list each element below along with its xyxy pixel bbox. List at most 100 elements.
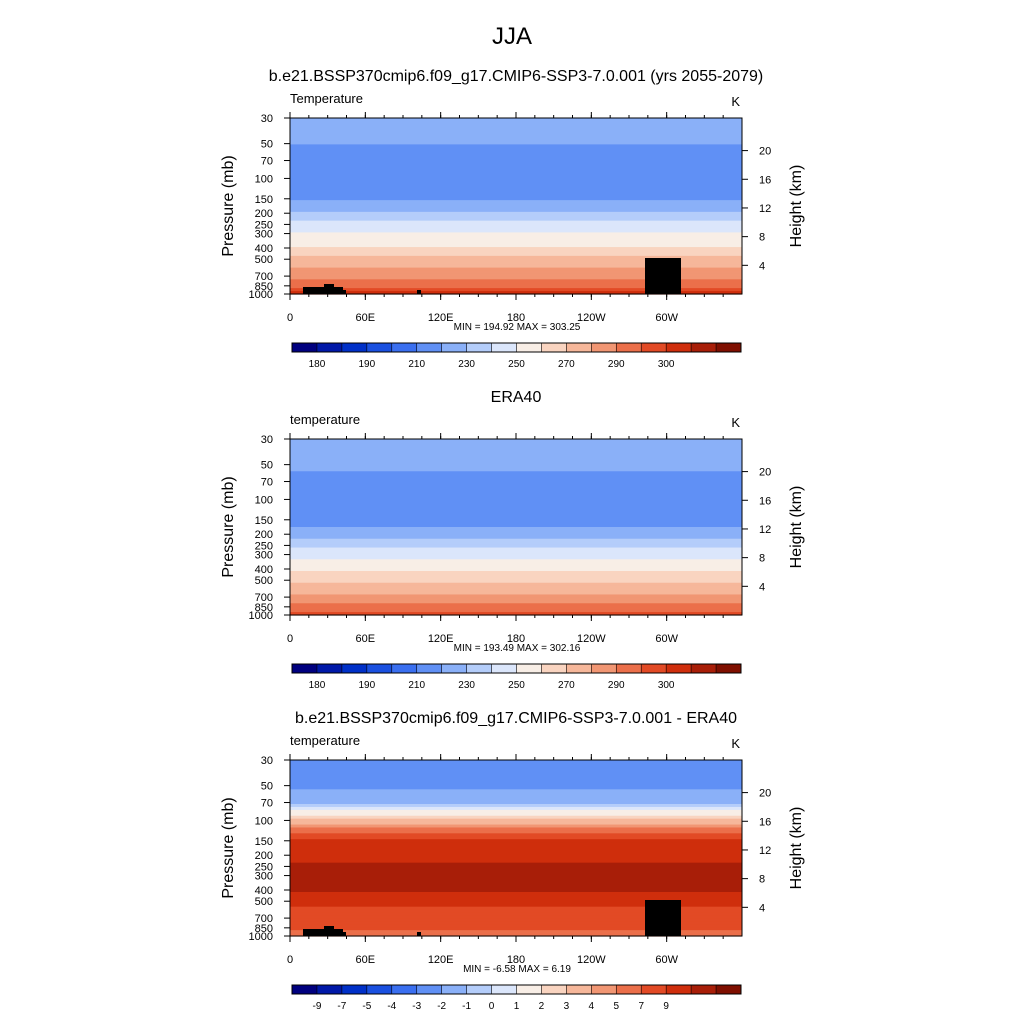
contour-band [290,288,742,292]
colorbar-swatch [416,343,443,352]
x-tick-label: 180 [507,633,525,645]
contour-band [290,821,742,826]
topography-mask [645,258,681,294]
y-right-tick-label: 16 [759,174,771,186]
contour-band [290,833,742,837]
contour-band [290,786,742,790]
contour-band [290,930,742,934]
x-tick-label: 120E [428,633,454,645]
contour-band [290,185,742,189]
contour-band [290,573,742,578]
y-right-tick-label: 16 [759,495,771,507]
y-tick-label: 1000 [249,610,273,622]
y-tick-label: 700 [255,271,273,283]
contour-band [290,859,742,864]
colorbar-label: 210 [408,359,425,370]
contour-band [290,214,742,219]
colorbar-label: 210 [408,680,425,691]
contour-band [290,182,742,187]
y-tick-label: 400 [255,243,273,255]
contour-band [290,156,742,160]
colorbar-swatch [666,664,692,673]
contour-band [290,565,742,569]
contour-band [290,223,742,228]
y-axis-right-title: Height (km) [788,807,805,890]
contour-band [290,162,742,166]
x-tick-label: 0 [287,312,293,324]
colorbar-swatch [366,985,393,994]
y-tick-label: 50 [261,139,273,151]
x-tick-label: 60E [356,954,376,966]
colorbar-label: 5 [613,1001,619,1012]
colorbar-swatch [441,985,468,994]
contour-band [290,450,742,455]
contour-band [290,818,742,823]
contour-band [290,889,742,893]
contour-band [290,191,742,195]
contour-band [290,488,742,493]
contour-band [290,804,742,808]
contour-band [290,241,742,245]
contour-band [290,524,742,528]
colorbar-label: 180 [309,680,326,691]
y-tick-label: 1000 [249,931,273,943]
topography-mask [303,287,343,294]
colorbar-swatch [566,664,592,673]
colorbar-label: -9 [312,1001,321,1012]
contour-band [290,173,742,178]
contour-band [290,856,742,861]
contour-band [290,556,742,560]
contour-band [290,197,742,201]
contour-band [290,211,742,216]
contour-band [290,568,742,572]
contour-band [290,261,742,266]
contour-band [290,865,742,870]
y-tick-label: 200 [255,850,273,862]
colorbar-frame [291,342,742,353]
colorbar-label: 290 [608,680,625,691]
colorbar-swatch [491,343,517,352]
contour-band [290,444,742,449]
y-tick-label: 50 [261,460,273,472]
colorbar-label: 9 [663,1001,669,1012]
contour-band [290,491,742,496]
contour-band [290,886,742,890]
min-max-label: MIN = 194.92 MAX = 303.25 [454,322,581,333]
contour-band [290,509,742,513]
contour-band [290,906,742,911]
units-label: K [731,94,740,109]
contour-band [290,848,742,852]
colorbar-swatch [292,664,318,673]
colorbar-swatch [491,985,517,994]
topography-mask [342,290,346,294]
x-tick-label: 60E [356,633,376,645]
contour-band [290,862,742,867]
contour-band [290,836,742,840]
y-tick-label: 250 [255,219,273,231]
y-tick-label: 30 [261,434,273,446]
contour-band [290,798,742,802]
y-tick-label: 150 [255,836,273,848]
contour-band [290,232,742,236]
contour-band [290,465,742,469]
contour-band [290,477,742,481]
colorbar-swatch [591,985,617,994]
contour-band [290,494,742,499]
y-tick-label: 300 [255,229,273,241]
x-tick-label: 120E [428,312,454,324]
colorbar-swatch [441,343,468,352]
colorbar-swatch [466,664,492,673]
contour-band [290,285,742,289]
colorbar-swatch [566,985,592,994]
y-right-tick-label: 12 [759,845,771,857]
colorbar-swatch [341,343,368,352]
topography-mask [417,932,421,936]
contour-band [290,760,742,764]
contour-band [290,250,742,254]
colorbar-label: -5 [362,1001,371,1012]
contour-band [290,521,742,525]
contour-band [290,217,742,222]
panel-1: b.e21.BSSP370cmip6.f09_g17.CMIP6-SSP3-7.… [220,68,805,370]
contour-band [290,167,742,172]
contour-band [290,933,742,937]
